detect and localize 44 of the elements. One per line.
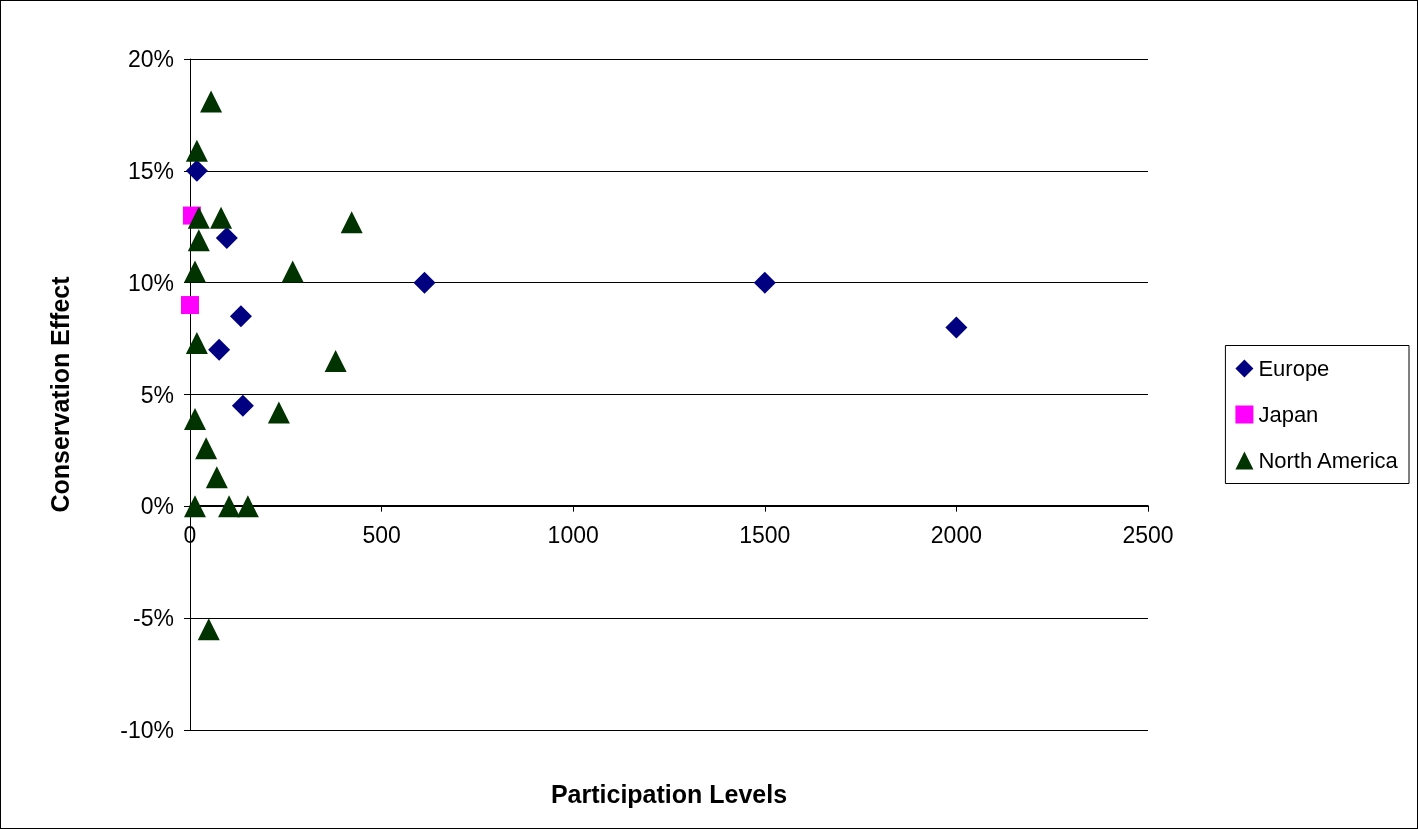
point (281, 260, 304, 283)
point (218, 495, 241, 518)
point (231, 394, 254, 417)
legend-label: North America (1258, 448, 1399, 473)
point (181, 296, 199, 315)
point (945, 316, 968, 339)
point (183, 260, 206, 283)
y-tick-label: 0% (140, 493, 174, 520)
x-tick-label: 500 (362, 522, 401, 549)
point (205, 466, 228, 489)
point (187, 229, 210, 252)
point (236, 495, 259, 518)
point (340, 211, 363, 234)
y-tick-label: -10% (120, 717, 174, 743)
y-axis-title: Conservation Effect (45, 275, 74, 513)
point (208, 338, 231, 361)
legend-label: Europe (1258, 356, 1330, 381)
y-tick-label: -5% (133, 605, 174, 632)
point (183, 408, 206, 431)
x-tick-label: 2000 (930, 522, 982, 549)
point (187, 206, 210, 229)
point (185, 332, 208, 355)
x-tick-label: 2500 (1122, 522, 1174, 549)
y-tick-label: 10% (127, 269, 174, 296)
point (210, 206, 233, 229)
y-tick-label: 15% (127, 157, 174, 184)
y-tick-label: 20% (127, 46, 174, 72)
point (215, 226, 238, 249)
y-tick-label: 5% (140, 381, 174, 408)
point (324, 349, 347, 372)
point (185, 159, 208, 182)
point (183, 495, 206, 518)
point (200, 90, 223, 113)
x-tick-label: 1000 (547, 522, 599, 549)
x-axis-title: Participation Levels (550, 780, 788, 809)
point (197, 618, 220, 641)
point (195, 437, 218, 460)
point (185, 139, 208, 162)
legend-label: Japan (1258, 402, 1319, 427)
point (413, 271, 436, 294)
point (229, 305, 252, 328)
x-tick-label: 1500 (739, 522, 791, 549)
point (753, 271, 776, 294)
point (267, 401, 290, 424)
